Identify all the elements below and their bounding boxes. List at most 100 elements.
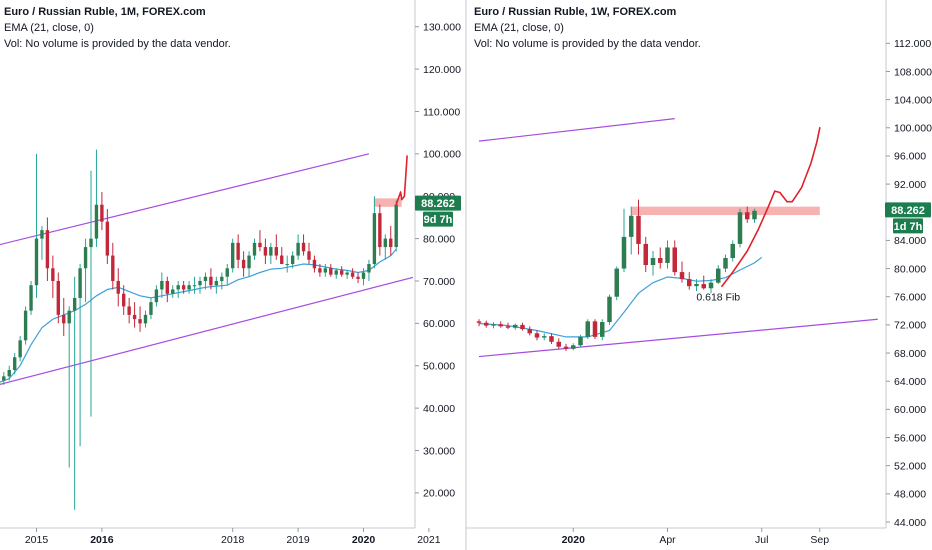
candle-body-monthly: [329, 268, 333, 275]
candle-body-monthly: [198, 280, 202, 286]
candle-body-weekly: [484, 322, 489, 326]
price-tag-weekly: 88.262 1d 7h: [885, 202, 931, 234]
candle-body-weekly: [571, 345, 576, 349]
candle-body-monthly: [378, 213, 382, 248]
candle-body-weekly: [752, 210, 757, 220]
x-tick-label-monthly: 2021: [417, 534, 441, 546]
candle-body-monthly: [318, 268, 322, 273]
candle-body-monthly: [18, 340, 22, 358]
x-tick-label-monthly: 2020: [352, 534, 376, 546]
ema-label-monthly: EMA (21, close, 0): [4, 22, 94, 34]
candle-body-weekly: [592, 321, 598, 337]
volume-label-monthly: Vol: No volume is provided by the data v…: [4, 38, 231, 50]
candle-body-monthly: [361, 272, 366, 279]
candle-body-weekly: [556, 341, 561, 347]
candle-body-weekly: [665, 247, 670, 263]
candle-body-monthly: [252, 242, 257, 256]
y-tick-label-monthly: 110.000: [423, 106, 460, 118]
candle-body-monthly: [301, 242, 306, 252]
candle-body-monthly: [285, 264, 289, 266]
candle-body-monthly: [192, 285, 197, 287]
chart-panel-weekly[interactable]: 0.618 Fib 44.000 48.000 52.000 56.000 60.000 6…: [466, 0, 932, 546]
candle-body-monthly: [56, 280, 60, 315]
candle-body-weekly: [600, 322, 605, 337]
candle-body-monthly: [40, 230, 44, 239]
candle-body-monthly: [340, 270, 344, 275]
y-tick-label-weekly: 80.000: [894, 263, 926, 275]
y-tick-label-weekly: 68.000: [894, 348, 926, 360]
candle-body-weekly: [629, 215, 634, 237]
candle-body-weekly: [650, 258, 656, 266]
candle-body-monthly: [345, 272, 349, 275]
y-tick-label-monthly: 80.000: [423, 233, 455, 245]
y-tick-label-monthly: 60.000: [423, 318, 455, 330]
candle-body-weekly: [563, 346, 569, 349]
price-tag-monthly: 88.262 9d 7h: [415, 195, 461, 227]
candle-body-weekly: [701, 284, 706, 289]
candle-body-monthly: [394, 204, 398, 248]
x-tick-label-monthly: 2016: [90, 534, 114, 546]
candle-body-monthly: [187, 285, 191, 290]
candle-body-monthly: [111, 255, 115, 281]
channel-lower-line-monthly: [0, 276, 413, 386]
candle-body-monthly: [116, 280, 120, 294]
volume-label-weekly: Vol: No volume is provided by the data v…: [474, 38, 701, 50]
y-tick-label-weekly: 84.000: [894, 235, 926, 247]
countdown-box-monthly: [423, 211, 453, 227]
candle-body-weekly: [730, 243, 735, 259]
candle-body-monthly: [154, 289, 159, 303]
candle-body-monthly: [7, 369, 11, 377]
candle-body-monthly: [100, 204, 104, 222]
candle-body-monthly: [372, 213, 377, 265]
countdown-label-monthly: 9d 7h: [424, 214, 453, 226]
candle-body-monthly: [29, 285, 33, 311]
candle-body-weekly: [708, 282, 714, 289]
candle-body-monthly: [247, 255, 251, 269]
y-tick-label-monthly: 30.000: [423, 445, 455, 457]
projection-curve-weekly: [721, 127, 821, 287]
candle-body-weekly: [716, 268, 721, 283]
y-tick-label-weekly: 100.000: [894, 123, 932, 135]
candle-body-monthly: [62, 314, 66, 324]
candle-body-weekly: [636, 215, 641, 244]
projection-curve-monthly: [395, 155, 408, 206]
y-tick-label-weekly: 96.000: [894, 151, 926, 163]
candle-body-monthly: [269, 247, 273, 256]
candle-body-weekly: [585, 321, 590, 337]
candle-body-weekly: [520, 324, 525, 330]
y-tick-label-weekly: 64.000: [894, 376, 926, 388]
candle-body-monthly: [23, 310, 28, 341]
x-tick-label-weekly: Sep: [810, 534, 829, 546]
chart-panel-monthly[interactable]: 20.000 30.000 40.000 50.000 60.000 70.000 80.0…: [0, 0, 461, 546]
x-tick-label-monthly: 2019: [286, 534, 310, 546]
candle-body-monthly: [231, 242, 235, 269]
candle-body-monthly: [127, 306, 131, 315]
candle-body-weekly: [491, 324, 496, 326]
candle-body-weekly: [614, 268, 619, 297]
candle-body-monthly: [94, 204, 99, 239]
countdown-label-weekly: 1d 7h: [894, 221, 923, 233]
candle-body-monthly: [105, 221, 110, 256]
y-tick-label-monthly: 130.000: [423, 22, 461, 34]
y-tick-label-monthly: 20.000: [423, 488, 455, 500]
candle-body-weekly: [687, 279, 692, 287]
candle-body-monthly: [312, 259, 317, 269]
price-tag-label-monthly: 88.262: [421, 198, 455, 210]
candle-body-monthly: [209, 276, 213, 286]
candle-body-monthly: [138, 319, 142, 324]
x-tick-label-weekly: 2020: [562, 534, 586, 546]
candle-body-monthly: [132, 314, 137, 320]
x-tick-label-weekly: Apr: [659, 534, 676, 546]
candle-body-monthly: [149, 302, 153, 315]
chart-title-monthly: Euro / Russian Ruble, 1M, FOREX.com: [4, 6, 206, 18]
candle-body-weekly: [549, 336, 554, 342]
candle-body-monthly: [263, 247, 268, 256]
candle-body-weekly: [679, 272, 685, 280]
chart-title-weekly: Euro / Russian Ruble, 1W, FOREX.com: [474, 6, 677, 18]
candle-body-monthly: [2, 376, 6, 381]
price-tag-box-monthly: [415, 195, 461, 211]
candle-body-monthly: [334, 270, 338, 275]
ema-label-weekly: EMA (21, close, 0): [474, 22, 564, 34]
candle-body-weekly: [723, 258, 728, 269]
